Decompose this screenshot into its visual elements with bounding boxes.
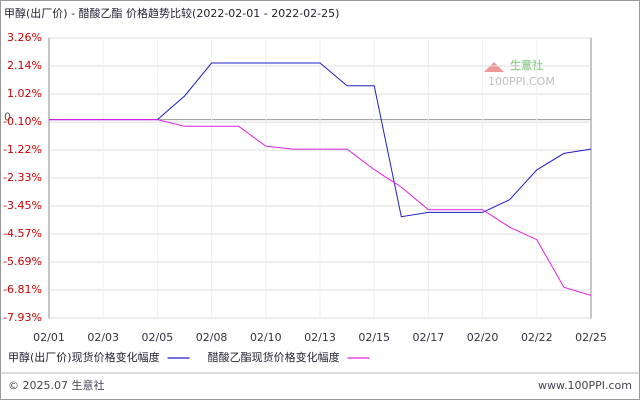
y-tick-label: -6.81% <box>3 283 42 296</box>
footer-right: www.100PPI.com <box>538 379 632 392</box>
y-tick-label: -7.93% <box>3 311 42 324</box>
y-tick-label: -3.45% <box>3 199 42 212</box>
series-line <box>49 119 592 296</box>
x-tick-label: 02/03 <box>87 331 119 344</box>
watermark: 生意社 100PPI.COM <box>484 58 555 88</box>
y-tick-label: -2.33% <box>3 171 42 184</box>
y-tick-label: -0.10% <box>3 115 42 128</box>
chart-title: 甲醇(出厂价) - 醋酸乙酯 价格趋势比较(2022-02-01 - 2022-… <box>4 6 339 20</box>
y-tick-label: -1.22% <box>3 143 42 156</box>
x-tick-label: 02/22 <box>521 331 553 344</box>
x-tick-label: 02/15 <box>358 331 390 344</box>
y-tick-label: -4.57% <box>3 227 42 240</box>
watermark-site: 100PPI.COM <box>488 75 555 88</box>
x-tick-label: 02/20 <box>467 331 499 344</box>
x-tick-label: 02/10 <box>250 331 282 344</box>
y-tick-label: 1.02% <box>7 87 42 100</box>
footer-left: © 2025.07 生意社 <box>8 378 104 392</box>
legend-label: 甲醇(出厂价)现货价格变化幅度 <box>8 350 160 364</box>
x-tick-label: 02/05 <box>142 331 174 344</box>
legend-label: 醋酸乙酯现货价格变化幅度 <box>208 350 340 364</box>
y-tick-label: 0 <box>4 111 11 124</box>
x-tick-label: 02/08 <box>196 331 228 344</box>
y-tick-label: -5.69% <box>3 255 42 268</box>
x-tick-label: 02/17 <box>413 331 445 344</box>
logo-icon <box>484 62 504 72</box>
x-tick-label: 02/25 <box>575 331 607 344</box>
x-tick-label: 02/13 <box>304 331 336 344</box>
watermark-brand: 生意社 <box>510 58 543 72</box>
y-tick-label: 2.14% <box>7 59 42 72</box>
x-tick-label: 02/01 <box>33 331 65 344</box>
y-tick-label: 3.26% <box>7 31 42 44</box>
